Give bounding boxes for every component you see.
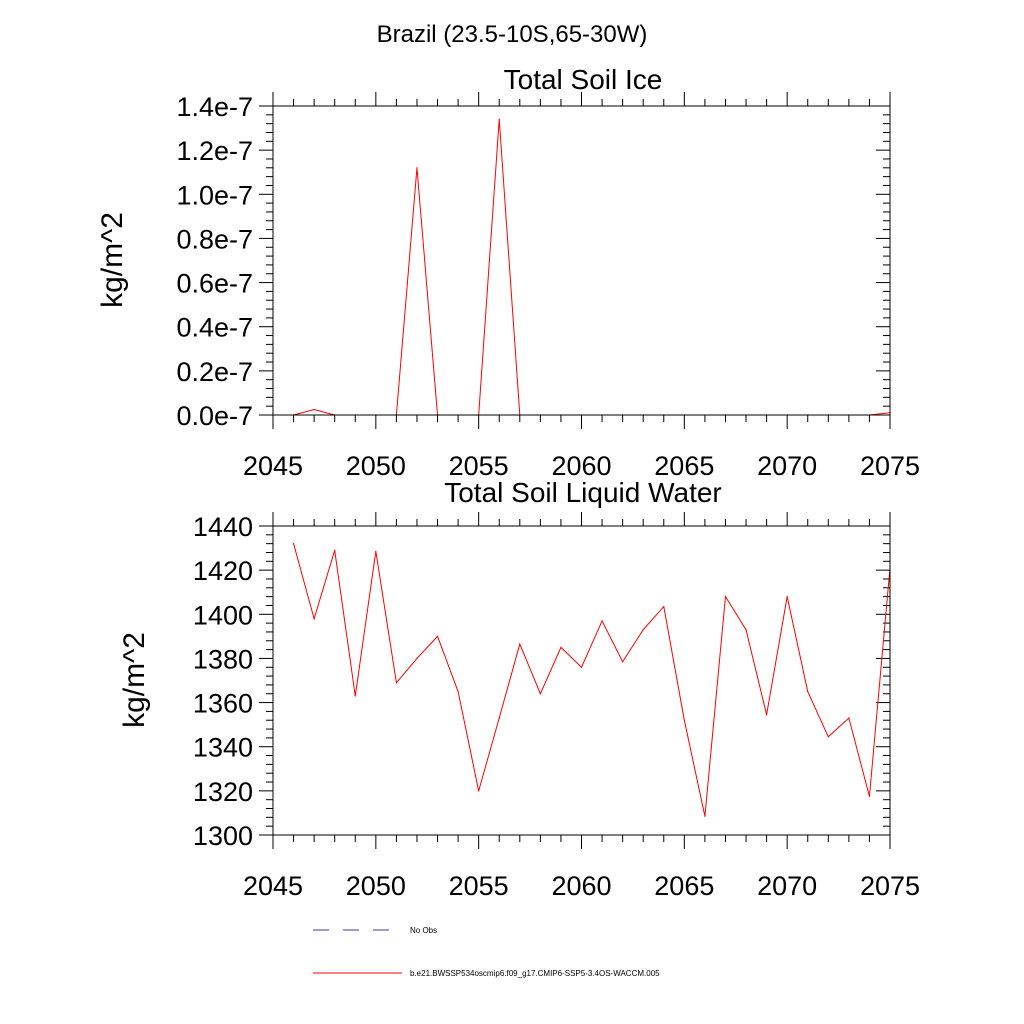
y-tick-label: 0.6e-7 <box>176 269 253 299</box>
data-point <box>827 736 829 738</box>
legend-item-no-obs: No Obs <box>313 926 437 935</box>
plot-frame <box>272 525 891 836</box>
data-point <box>766 714 768 716</box>
data-point <box>498 118 500 120</box>
x-tick-label: 2050 <box>346 871 406 901</box>
y-tick-label: 1360 <box>193 689 253 719</box>
x-tick-label: 2050 <box>346 451 406 481</box>
y-tick-label: 1380 <box>193 644 253 674</box>
series-line <box>293 543 891 817</box>
data-point <box>478 790 480 792</box>
series-layer <box>292 543 891 817</box>
legend-item-model-run: b.e21.BWSSP534oscmip6.f09_g17.CMIP6-SSP5… <box>313 969 660 978</box>
x-tick-label: 2065 <box>654 451 714 481</box>
y-axis-label: kg/m^2 <box>118 632 151 728</box>
data-point <box>457 690 459 693</box>
data-point <box>601 620 603 622</box>
data-point <box>724 596 727 598</box>
tick-layer <box>259 92 891 429</box>
data-point <box>663 605 665 608</box>
y-tick-label: 1440 <box>193 512 253 542</box>
data-point <box>375 550 377 552</box>
series-line <box>293 119 891 416</box>
data-point <box>313 408 315 411</box>
x-tick-label: 2075 <box>860 451 920 481</box>
data-point <box>334 549 336 551</box>
x-tick-label: 2060 <box>551 871 611 901</box>
data-point <box>560 646 562 648</box>
legend-label: No Obs <box>410 926 437 935</box>
y-tick-label: 0.4e-7 <box>176 313 253 343</box>
legend-label: b.e21.BWSSP534oscmip6.f09_g17.CMIP6-SSP5… <box>410 969 660 978</box>
chart-title: Total Soil Ice <box>504 64 663 95</box>
data-point <box>519 643 521 645</box>
data-point <box>436 635 439 637</box>
figure-suptitle: Brazil (23.5-10S,65-30W) <box>377 21 648 48</box>
y-axis-label: kg/m^2 <box>96 212 129 308</box>
y-tick-label: 1420 <box>193 556 253 586</box>
data-point <box>642 629 644 631</box>
chart-title: Total Soil Liquid Water <box>444 477 722 508</box>
y-tick-label: 1.4e-7 <box>176 92 253 122</box>
y-tick-label: 1340 <box>193 733 253 763</box>
data-point <box>539 693 541 695</box>
x-tick-label: 2075 <box>860 871 920 901</box>
panel-soil-liquid-water: Total Soil Liquid Water kg/m^2 2045 2050 2… <box>118 477 920 901</box>
data-point <box>745 629 747 631</box>
data-point <box>622 661 624 663</box>
data-point <box>848 717 850 719</box>
data-point <box>354 695 356 697</box>
series-layer <box>292 118 891 416</box>
x-tick-label: 2045 <box>243 871 303 901</box>
x-tick-label: 2055 <box>449 871 509 901</box>
y-tick-label: 1.0e-7 <box>176 180 253 210</box>
x-tick-label: 2070 <box>757 451 817 481</box>
x-tick-label: 2065 <box>654 871 714 901</box>
data-point <box>786 596 788 598</box>
y-tick-label: 0.2e-7 <box>176 357 253 387</box>
data-point <box>704 815 706 817</box>
data-point <box>580 666 583 668</box>
data-point <box>807 690 809 693</box>
tick-label-layer: 2045 2050 2055 2060 2065 2070 2075 0.0e-7 0.2e-7… <box>176 92 920 481</box>
data-point <box>683 719 685 721</box>
tick-label-layer: 2045 2050 2055 2060 2065 2070 2075 1300 1320 1340… <box>193 512 920 901</box>
y-tick-label: 1.2e-7 <box>176 136 253 166</box>
y-tick-label: 0.8e-7 <box>176 224 253 254</box>
y-tick-label: 0.0e-7 <box>176 401 253 431</box>
x-tick-label: 2045 <box>243 451 303 481</box>
x-tick-label: 2055 <box>449 451 509 481</box>
data-point <box>416 657 418 660</box>
plot-frame <box>272 105 891 416</box>
legend: No Obs b.e21.BWSSP534oscmip6.f09_g17.CMI… <box>313 926 660 978</box>
data-point <box>868 795 871 797</box>
data-point <box>313 618 315 620</box>
y-tick-label: 1300 <box>193 821 253 851</box>
data-point <box>416 167 418 169</box>
data-point <box>498 717 500 719</box>
panel-soil-ice: Total Soil Ice kg/m^2 2045 2050 2055 2060 20… <box>96 64 920 481</box>
tick-layer <box>259 512 891 849</box>
x-tick-label: 2060 <box>551 451 611 481</box>
y-tick-label: 1400 <box>193 600 253 630</box>
data-point <box>292 543 295 545</box>
y-tick-label: 1320 <box>193 777 253 807</box>
x-tick-label: 2070 <box>757 871 817 901</box>
data-point <box>395 682 397 684</box>
